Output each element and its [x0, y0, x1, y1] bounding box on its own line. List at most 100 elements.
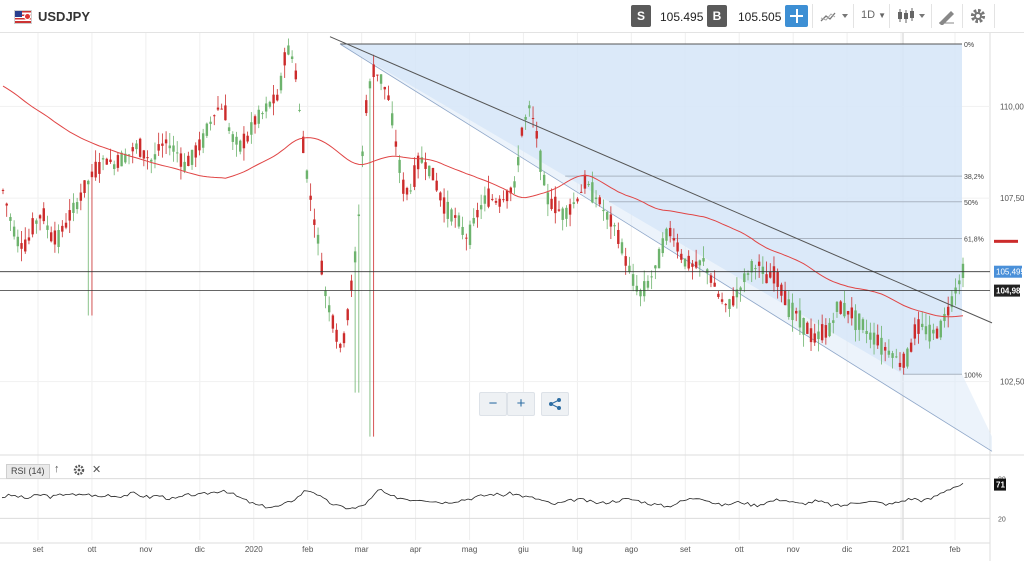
channel-edge-line: [339, 43, 993, 452]
candle-body: [761, 266, 765, 274]
candle-body: [246, 135, 249, 142]
candle-body: [138, 138, 142, 157]
candle-body: [61, 225, 64, 232]
time-axis-label: dic: [842, 545, 852, 554]
rsi-indicator-label[interactable]: RSI (14): [6, 464, 50, 479]
candle-body: [683, 258, 687, 267]
candle-body: [346, 309, 349, 321]
close-icon[interactable]: ✕: [92, 464, 102, 476]
time-axis-label: ago: [625, 545, 639, 554]
time-axis-label: nov: [787, 545, 800, 554]
candle-body: [57, 230, 60, 247]
candle-body: [376, 74, 379, 76]
candle-body: [605, 212, 609, 220]
candle-body: [172, 145, 175, 152]
gear-icon[interactable]: [73, 464, 85, 476]
candle-body: [691, 263, 694, 267]
crosshair-icon[interactable]: [785, 5, 808, 27]
price-axis-label: 107,50: [1000, 194, 1024, 203]
candle-body: [64, 222, 68, 228]
rsi-line: [1, 482, 964, 510]
candle-body: [287, 45, 290, 55]
candle-body: [720, 299, 724, 302]
candle-body: [850, 307, 854, 319]
current-price-label: 105,495: [996, 268, 1024, 277]
candle-body: [435, 180, 438, 191]
candle-body: [79, 192, 83, 201]
candle-body: [316, 234, 320, 244]
current-price-tag: [994, 265, 1022, 278]
candle-body: [746, 273, 750, 275]
candle-body: [179, 153, 183, 167]
candle-body: [946, 306, 950, 316]
candle-body: [350, 280, 353, 291]
candle-body: [554, 196, 557, 214]
candle-body: [513, 181, 516, 188]
candle-body: [46, 225, 49, 230]
buy-price[interactable]: 105.505: [738, 10, 782, 24]
sell-button[interactable]: S: [631, 5, 651, 27]
candle-body: [335, 329, 338, 342]
candle-body: [594, 197, 598, 200]
drawing-tools-icon[interactable]: [937, 7, 957, 25]
candle-body: [194, 145, 197, 158]
time-axis-label: mar: [355, 545, 369, 554]
candle-body: [116, 155, 120, 168]
timeframe-selector[interactable]: 1D ▼: [861, 9, 886, 21]
instrument-symbol[interactable]: USDJPY: [38, 9, 91, 24]
buy-button[interactable]: B: [707, 5, 727, 27]
candle-body: [676, 242, 679, 252]
candle-body: [776, 271, 779, 287]
candle-body: [613, 225, 616, 227]
candle-body: [272, 94, 275, 104]
candle-body: [231, 134, 235, 142]
candle-body: [372, 64, 375, 78]
candlestick-icon[interactable]: [897, 7, 927, 25]
candle-body: [557, 209, 561, 211]
candle-body: [713, 282, 716, 287]
candle-body: [276, 94, 279, 101]
candle-body: [313, 219, 316, 225]
candle-body: [279, 75, 283, 91]
candle-body: [161, 143, 164, 146]
zoom-in-button[interactable]: +: [507, 392, 535, 416]
candle-body: [739, 287, 742, 290]
divider: [994, 4, 995, 28]
candle-body: [754, 268, 757, 270]
candle-body: [680, 253, 683, 260]
gear-icon[interactable]: [969, 7, 987, 25]
share-button[interactable]: [541, 392, 569, 416]
candle-body: [657, 249, 661, 269]
candle-body: [817, 331, 820, 340]
candle-body: [342, 333, 346, 344]
time-axis-label: giu: [518, 545, 529, 554]
zoom-out-button[interactable]: −: [479, 392, 507, 416]
chart-type-icon[interactable]: [820, 8, 850, 24]
move-up-icon[interactable]: ↑: [54, 463, 60, 475]
candle-body: [643, 281, 646, 297]
sell-price[interactable]: 105.495: [660, 10, 704, 24]
moving-average-line: [2, 85, 964, 318]
candle-body: [835, 301, 839, 312]
candle-body: [854, 310, 857, 331]
candle-body: [239, 140, 242, 152]
candle-body: [939, 320, 942, 338]
candle-body: [839, 301, 842, 314]
candle-body: [454, 215, 457, 218]
fibonacci-level-label: 100%: [964, 372, 982, 379]
candle-body: [27, 237, 31, 241]
candle-body: [164, 139, 168, 144]
candle-body: [483, 195, 487, 204]
candle-body: [468, 224, 472, 245]
candle-body: [431, 167, 435, 181]
candle-body: [176, 152, 179, 154]
candle-body: [902, 353, 905, 368]
candle-body: [539, 150, 542, 172]
candle-body: [917, 319, 920, 334]
candle-body: [242, 133, 246, 149]
rsi-value-tag: [994, 478, 1006, 491]
candle-body: [75, 202, 79, 210]
candle-body: [465, 237, 468, 239]
candle-body: [620, 242, 624, 254]
